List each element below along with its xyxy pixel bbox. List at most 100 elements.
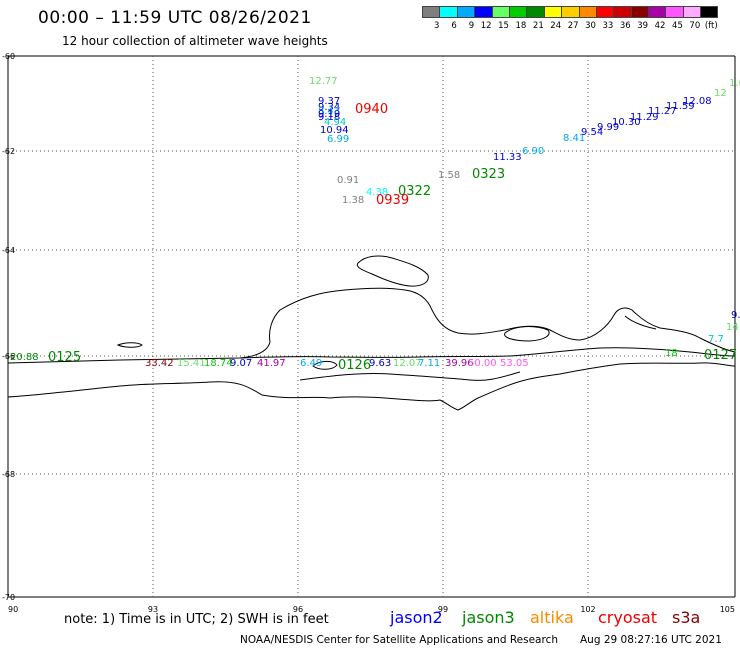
pass-time-label: 0125: [48, 350, 81, 365]
lat-tick-label: -68: [2, 470, 15, 479]
color-scale-label: (ft): [704, 21, 718, 31]
color-swatch: [578, 6, 596, 18]
lat-tick-label: -66: [2, 352, 15, 361]
wave-height-label: 4.94: [324, 117, 346, 128]
lat-tick-label: -60: [2, 52, 15, 61]
pass-time-label: 0323: [472, 167, 505, 182]
ice-shelf-outline: [7, 362, 736, 411]
island-2-outline: [504, 326, 550, 342]
lat-tick-label: -70: [2, 593, 15, 602]
lon-tick-label: 105: [720, 605, 735, 614]
satellite-legend-item: cryosat: [598, 608, 658, 627]
color-scale-legend: 3 6 9 12 15 18 21 24 27 30 33 36 39 42 45 70 (ft): [422, 6, 718, 31]
satellite-legend-item: jason2: [390, 608, 443, 627]
color-scale-label: 27: [567, 21, 579, 31]
lon-tick-label: 93: [148, 605, 158, 614]
coast-interior-line: [239, 347, 736, 359]
wave-height-label: 9.18: [318, 112, 340, 123]
map-subtitle: 12 hour collection of altimeter wave hei…: [62, 34, 328, 48]
wave-height-label: 11.59: [666, 101, 695, 112]
wave-height-label: 7.7: [708, 334, 724, 345]
color-scale-label: 36: [619, 21, 631, 31]
coast-lower-line: [299, 371, 521, 381]
color-swatch: [474, 6, 492, 18]
satellite-legend-item: jason3: [462, 608, 515, 627]
wave-height-label: 50.00: [468, 358, 497, 369]
wave-height-label: 9.0: [731, 310, 740, 321]
island-4-outline: [312, 360, 338, 370]
wave-height-label: 12.07: [393, 358, 422, 369]
pass-time-label: 0127: [704, 348, 737, 363]
pass-time-label: 0940: [355, 102, 388, 117]
credit-line: NOAA/NESDIS Center for Satellite Applica…: [240, 634, 558, 646]
coastline: [7, 255, 736, 411]
color-swatch: [526, 6, 544, 18]
wave-height-label: 6.90: [522, 146, 544, 157]
wave-height-label: 0.91: [337, 175, 359, 186]
lat-tick-label: -62: [2, 147, 15, 156]
color-swatch: [491, 6, 509, 18]
color-scale-labels: 3 6 9 12 15 18 21 24 27 30 33 36 39 42 45 70 (ft): [422, 21, 718, 31]
lon-tick-label: 90: [8, 605, 18, 614]
pass-time-label: 0322: [398, 184, 431, 199]
wave-height-label: 39.96: [445, 358, 474, 369]
wave-height-label: 10.30: [612, 117, 641, 128]
map-title: 00:00 – 11:59 UTC 08/26/2021: [38, 8, 312, 28]
wave-height-label: 18.74: [204, 358, 233, 369]
wave-height-label: 11.27: [648, 106, 677, 117]
wave-height-label: 9.34: [318, 102, 340, 113]
color-scale-label: 30: [585, 21, 596, 31]
pass-time-label: 0126: [338, 358, 371, 373]
color-swatch: [422, 6, 440, 18]
wave-height-label: 4.38: [366, 187, 388, 198]
wave-height-label: 7.11: [418, 358, 440, 369]
color-swatch: [439, 6, 457, 18]
color-scale-label: 70: [689, 21, 701, 31]
wave-height-label: 41.97: [257, 358, 286, 369]
color-scale-label: 45: [672, 21, 683, 31]
timestamp: Aug 29 08:27:16 UTC 2021: [580, 634, 722, 646]
color-scale-label: 21: [532, 21, 544, 31]
lat-tick-label: -64: [2, 246, 15, 255]
color-scale-swatches: [422, 6, 718, 18]
wave-height-label: 9.07: [230, 358, 252, 369]
color-swatch: [595, 6, 614, 18]
wave-height-label: 8.41: [563, 133, 585, 144]
color-scale-label: 9: [468, 21, 475, 31]
lon-tick-label: 102: [580, 605, 595, 614]
wave-height-label: 8.43: [318, 106, 340, 117]
wave-height-label: 9.37: [318, 96, 340, 107]
wave-height-label: 12.08: [683, 96, 712, 107]
wave-height-label: 11.29: [630, 112, 659, 123]
island-1-outline: [356, 255, 429, 287]
wave-height-label: 6.49: [300, 358, 322, 369]
wave-height-label: 1.38: [342, 195, 364, 206]
island-5-outline: [624, 315, 657, 330]
wave-height-label: 1.60: [729, 78, 740, 89]
color-scale-label: 33: [602, 21, 614, 31]
color-scale-label: 3: [433, 21, 440, 31]
wave-height-label: 53.05: [500, 358, 529, 369]
wave-height-label: 9.63: [369, 358, 391, 369]
satellite-legend-item: altika: [530, 608, 574, 627]
color-swatch: [543, 6, 562, 18]
wave-height-label: 6.99: [327, 134, 349, 145]
wave-height-label: 33.42: [145, 358, 174, 369]
wave-height-label: 15.41: [177, 358, 206, 369]
wave-height-label: 9.54: [581, 127, 603, 138]
wave-height-label: 12.77: [309, 76, 338, 87]
graticule: [8, 56, 735, 597]
wave-height-label: 14.25: [726, 322, 740, 333]
color-scale-label: 42: [654, 21, 666, 31]
color-swatch: [630, 6, 649, 18]
color-swatch: [700, 6, 718, 18]
map-frame: [7, 55, 736, 598]
wave-height-label: 11.33: [493, 152, 522, 163]
satellite-legend-item: s3a: [672, 608, 701, 627]
color-swatch: [648, 6, 666, 18]
color-swatch: [508, 6, 527, 18]
wave-height-label: 10.94: [320, 125, 349, 136]
